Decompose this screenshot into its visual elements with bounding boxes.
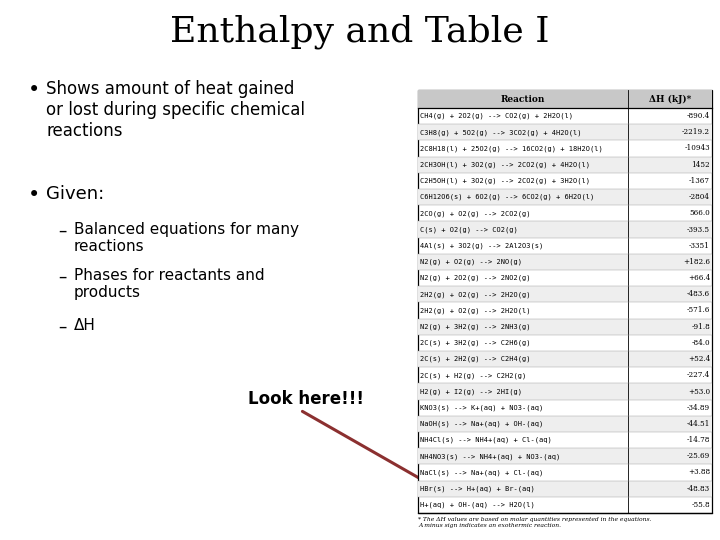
Text: 4Al(s) + 3O2(g) --> 2Al2O3(s): 4Al(s) + 3O2(g) --> 2Al2O3(s) <box>420 242 544 249</box>
Text: Look here!!!: Look here!!! <box>248 390 364 408</box>
Bar <box>418 254 712 270</box>
Text: ΔH: ΔH <box>74 318 96 333</box>
Text: -48.83: -48.83 <box>687 485 710 492</box>
Text: H2(g) + I2(g) --> 2HI(g): H2(g) + I2(g) --> 2HI(g) <box>420 388 522 395</box>
Bar <box>418 286 712 302</box>
Text: CH4(g) + 2O2(g) --> CO2(g) + 2H2O(l): CH4(g) + 2O2(g) --> CO2(g) + 2H2O(l) <box>420 113 573 119</box>
Bar <box>418 90 712 513</box>
Text: NH4Cl(s) --> NH4+(aq) + Cl-(aq): NH4Cl(s) --> NH4+(aq) + Cl-(aq) <box>420 437 552 443</box>
Text: 2C(s) + 2H2(g) --> C2H4(g): 2C(s) + 2H2(g) --> C2H4(g) <box>420 356 531 362</box>
Text: -483.6: -483.6 <box>687 291 710 298</box>
Text: Given:: Given: <box>46 185 104 203</box>
Text: NaOH(s) --> Na+(aq) + OH-(aq): NaOH(s) --> Na+(aq) + OH-(aq) <box>420 421 544 427</box>
Bar <box>418 319 712 335</box>
Text: -14.78: -14.78 <box>687 436 710 444</box>
Text: •: • <box>28 185 40 205</box>
Text: 1452: 1452 <box>691 161 710 168</box>
Text: C3H8(g) + 5O2(g) --> 3CO2(g) + 4H2O(l): C3H8(g) + 5O2(g) --> 3CO2(g) + 4H2O(l) <box>420 129 582 136</box>
Text: ΔH (kJ)*: ΔH (kJ)* <box>649 94 691 104</box>
Text: N2(g) + 3H2(g) --> 2NH3(g): N2(g) + 3H2(g) --> 2NH3(g) <box>420 323 531 330</box>
Text: -393.5: -393.5 <box>687 226 710 233</box>
Text: +53.0: +53.0 <box>688 388 710 395</box>
Text: NH4NO3(s) --> NH4+(aq) + NO3-(aq): NH4NO3(s) --> NH4+(aq) + NO3-(aq) <box>420 453 560 460</box>
Text: C(s) + O2(g) --> CO2(g): C(s) + O2(g) --> CO2(g) <box>420 226 518 233</box>
Text: Enthalpy and Table I: Enthalpy and Table I <box>170 15 550 49</box>
Text: -571.6: -571.6 <box>687 307 710 314</box>
Text: +3.88: +3.88 <box>688 469 710 476</box>
Bar <box>418 448 712 464</box>
Text: 2C(s) + H2(g) --> C2H2(g): 2C(s) + H2(g) --> C2H2(g) <box>420 372 526 379</box>
Text: -25.69: -25.69 <box>687 453 710 460</box>
Bar <box>418 90 712 108</box>
Text: N2(g) + 2O2(g) --> 2NO2(g): N2(g) + 2O2(g) --> 2NO2(g) <box>420 275 531 281</box>
Text: -91.8: -91.8 <box>691 323 710 330</box>
Bar <box>418 351 712 367</box>
Text: +52.4: +52.4 <box>688 355 710 363</box>
Text: 2H2(g) + O2(g) --> 2H2O(l): 2H2(g) + O2(g) --> 2H2O(l) <box>420 307 531 314</box>
Text: 2C8H18(l) + 25O2(g) --> 16CO2(g) + 18H2O(l): 2C8H18(l) + 25O2(g) --> 16CO2(g) + 18H2O… <box>420 145 603 152</box>
Text: -890.4: -890.4 <box>687 112 710 120</box>
Text: -10943: -10943 <box>685 145 710 152</box>
Text: –: – <box>58 222 66 240</box>
Bar <box>418 157 712 173</box>
Text: Balanced equations for many
reactions: Balanced equations for many reactions <box>74 222 299 254</box>
Text: N2(g) + O2(g) --> 2NO(g): N2(g) + O2(g) --> 2NO(g) <box>420 259 522 265</box>
Text: Shows amount of heat gained
or lost during specific chemical
reactions: Shows amount of heat gained or lost duri… <box>46 80 305 140</box>
Bar <box>418 124 712 140</box>
Text: C6H12O6(s) + 6O2(g) --> 6CO2(g) + 6H2O(l): C6H12O6(s) + 6O2(g) --> 6CO2(g) + 6H2O(l… <box>420 194 594 200</box>
Text: +182.6: +182.6 <box>683 258 710 266</box>
Text: -2219.2: -2219.2 <box>682 129 710 136</box>
Text: -84.0: -84.0 <box>691 339 710 347</box>
Text: H+(aq) + OH-(aq) --> H2O(l): H+(aq) + OH-(aq) --> H2O(l) <box>420 502 535 508</box>
Text: -3351: -3351 <box>689 242 710 249</box>
Text: •: • <box>28 80 40 100</box>
FancyArrowPatch shape <box>302 411 435 487</box>
Text: 2C(s) + 3H2(g) --> C2H6(g): 2C(s) + 3H2(g) --> C2H6(g) <box>420 340 531 346</box>
Text: -227.4: -227.4 <box>687 372 710 379</box>
Text: Phases for reactants and
products: Phases for reactants and products <box>74 268 265 300</box>
Bar <box>418 383 712 400</box>
Text: NaCl(s) --> Na+(aq) + Cl-(aq): NaCl(s) --> Na+(aq) + Cl-(aq) <box>420 469 544 476</box>
Text: 2CH3OH(l) + 3O2(g) --> 2CO2(g) + 4H2O(l): 2CH3OH(l) + 3O2(g) --> 2CO2(g) + 4H2O(l) <box>420 161 590 168</box>
Bar <box>418 416 712 432</box>
Text: C2H5OH(l) + 3O2(g) --> 2CO2(g) + 3H2O(l): C2H5OH(l) + 3O2(g) --> 2CO2(g) + 3H2O(l) <box>420 178 590 184</box>
Text: –: – <box>58 268 66 286</box>
Bar <box>418 189 712 205</box>
Text: HBr(s) --> H+(aq) + Br-(aq): HBr(s) --> H+(aq) + Br-(aq) <box>420 485 535 492</box>
Text: Reaction: Reaction <box>501 94 545 104</box>
Text: 566.0: 566.0 <box>689 210 710 217</box>
Text: –: – <box>58 318 66 336</box>
Text: * The ΔH values are based on molar quantities represented in the equations.
A mi: * The ΔH values are based on molar quant… <box>418 517 652 528</box>
Text: 2H2(g) + O2(g) --> 2H2O(g): 2H2(g) + O2(g) --> 2H2O(g) <box>420 291 531 298</box>
Text: -44.51: -44.51 <box>687 420 710 428</box>
Text: -2804: -2804 <box>689 193 710 201</box>
Text: -55.8: -55.8 <box>691 501 710 509</box>
Bar <box>418 481 712 497</box>
Bar <box>418 221 712 238</box>
Text: +66.4: +66.4 <box>688 274 710 282</box>
Text: -1367: -1367 <box>689 177 710 185</box>
Text: 2CO(g) + O2(g) --> 2CO2(g): 2CO(g) + O2(g) --> 2CO2(g) <box>420 210 531 217</box>
Text: -34.89: -34.89 <box>687 404 710 411</box>
Text: KNO3(s) --> K+(aq) + NO3-(aq): KNO3(s) --> K+(aq) + NO3-(aq) <box>420 404 544 411</box>
